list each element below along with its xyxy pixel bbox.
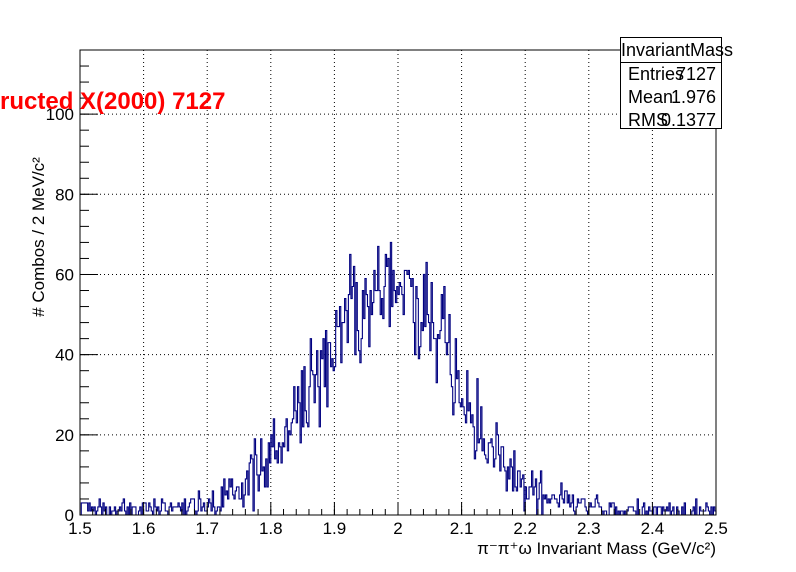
- stats-rms-value: 0.1377: [660, 110, 716, 130]
- chart-title: ructed X(2000) 7127: [0, 88, 226, 115]
- grid-lines: [80, 50, 716, 515]
- stats-entries-row: Entries 7127: [628, 63, 716, 85]
- x-tick-label: 1.7: [195, 519, 219, 538]
- stats-mean-row: Mean 1.976: [628, 86, 716, 108]
- stats-rms-row: RMS 0.1377: [628, 109, 716, 131]
- x-tick-label: 2.2: [513, 519, 537, 538]
- y-axis-ticks: 0 20 40 60 80 100: [46, 49, 98, 525]
- x-tick-label: 2: [393, 519, 402, 538]
- x-tick-label: 2.1: [450, 519, 474, 538]
- x-axis-ticks: 1.5 1.6 1.7 1.8 1.9 2 2.1 2.2 2.3 2.4 2.5: [68, 502, 728, 538]
- y-tick-label: 60: [55, 265, 74, 284]
- stats-mean-label: Mean: [628, 87, 674, 107]
- stats-entries-label: Entries: [628, 64, 685, 84]
- y-tick-label: 100: [46, 105, 74, 124]
- stats-entries-value: 7127: [675, 64, 716, 84]
- stats-title: InvariantMass: [621, 38, 733, 63]
- stats-box: InvariantMass Entries 7127 Mean 1.976 RM…: [620, 37, 733, 131]
- x-axis-label: π⁻π⁺ω Invariant Mass (GeV/c²): [477, 539, 716, 558]
- x-tick-label: 2.5: [704, 519, 728, 538]
- y-tick-label: 20: [55, 426, 74, 445]
- y-tick-label: 0: [65, 506, 74, 525]
- x-tick-label: 1.6: [132, 519, 156, 538]
- x-tick-label: 1.9: [323, 519, 347, 538]
- x-tick-label: 1.5: [68, 519, 92, 538]
- stats-rms-label: RMS: [628, 110, 668, 130]
- y-axis-label: # Combos / 2 MeV/c²: [29, 157, 48, 317]
- stats-mean-value: 1.976: [670, 87, 716, 107]
- y-tick-label: 80: [55, 185, 74, 204]
- x-tick-label: 1.8: [259, 519, 283, 538]
- x-tick-label: 2.3: [577, 519, 601, 538]
- x-tick-label: 2.4: [641, 519, 665, 538]
- y-tick-label: 40: [55, 346, 74, 365]
